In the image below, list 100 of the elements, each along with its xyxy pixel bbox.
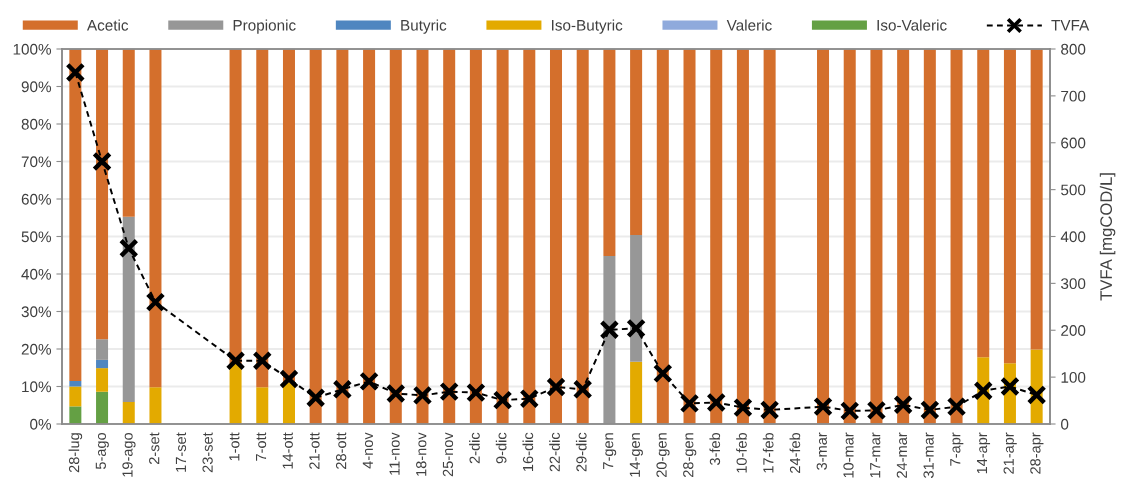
y-tick-label: 70% <box>21 156 52 168</box>
y2-tick-label: 200 <box>1061 325 1086 336</box>
legend-label: Valeric <box>726 19 772 31</box>
x-tick-label: 31-mar <box>923 432 934 478</box>
bar <box>870 49 883 424</box>
point <box>305 387 326 408</box>
x-tick-label: 7-ott <box>256 432 267 461</box>
x-tick-label: 24-feb <box>789 432 801 473</box>
y-tick-label: 60% <box>21 193 52 205</box>
y2-tick-label: 600 <box>1061 137 1086 149</box>
point <box>706 392 727 413</box>
bar <box>603 49 616 256</box>
point <box>412 385 433 406</box>
bar <box>523 49 536 424</box>
point <box>813 396 833 417</box>
point <box>759 400 780 420</box>
x-tick-label: 14-gen <box>629 433 643 477</box>
point <box>1000 376 1020 397</box>
bar <box>843 49 856 424</box>
bar <box>149 387 162 424</box>
bar <box>282 382 295 424</box>
bar <box>443 49 456 424</box>
point <box>466 382 486 403</box>
legend-label: Propionic <box>233 19 296 34</box>
point <box>225 350 246 371</box>
y-tick-label: 40% <box>21 268 52 280</box>
bar <box>336 49 349 424</box>
bar <box>683 49 696 424</box>
bar <box>363 49 376 424</box>
point <box>65 62 86 83</box>
y-tick-label: 20% <box>21 343 52 355</box>
point <box>118 238 139 259</box>
x-tick-label: 11-nov <box>389 432 400 475</box>
x-tick-label: 9-dic <box>495 432 507 464</box>
x-tick-label: 10-feb <box>736 432 747 473</box>
bar <box>977 49 990 358</box>
x-tick-label: 24-mar <box>896 432 908 478</box>
x-tick-label: 17-feb <box>762 432 774 473</box>
bar <box>122 49 135 217</box>
x-tick-label: 17-mar <box>870 432 881 478</box>
x-tick-label: 25-nov <box>442 432 454 477</box>
bar <box>309 49 322 424</box>
x-tick-label: 2-dic <box>469 432 480 464</box>
bar <box>549 49 563 424</box>
y-tick-label: 100% <box>13 43 52 55</box>
point <box>973 380 994 401</box>
x-tick-label: 28-gen <box>683 433 697 477</box>
x-tick-label: 21-ott <box>309 432 320 469</box>
bar <box>122 216 135 402</box>
bar <box>469 49 482 424</box>
legend-label: Iso-Valeric <box>877 19 947 31</box>
bar <box>897 49 910 424</box>
x-tick-label: 18-nov <box>416 432 427 476</box>
x-tick-label: 5-ago <box>95 432 109 470</box>
bar <box>1030 49 1043 350</box>
bar <box>229 364 242 424</box>
y2-axis-title: TVFA [mgCOD/L] <box>1099 173 1116 301</box>
x-tick-label: 22-dic <box>549 432 560 472</box>
bar <box>122 401 135 424</box>
point <box>1026 385 1047 405</box>
y-tick-label: 90% <box>21 81 52 93</box>
point <box>599 319 620 340</box>
point <box>492 390 513 410</box>
x-tick-label: 19-ago <box>122 432 136 477</box>
y-tick-label: 50% <box>21 231 52 243</box>
bar <box>576 49 589 424</box>
x-tick-label: 3-feb <box>709 432 721 466</box>
bar <box>950 49 963 424</box>
point <box>839 401 860 421</box>
bar <box>630 49 643 235</box>
x-tick-label: 14-apr <box>976 432 991 474</box>
x-tick-label: 17-set <box>175 432 187 472</box>
point <box>919 400 940 420</box>
point <box>359 371 379 392</box>
bar <box>256 387 269 424</box>
y-tick-label: 30% <box>21 306 52 318</box>
x-tick-label: 7-gen <box>603 433 617 469</box>
y2-tick-label: 800 <box>1061 43 1086 55</box>
bar <box>710 49 723 424</box>
bar <box>282 49 295 383</box>
point <box>546 377 566 397</box>
point <box>332 379 353 400</box>
y-tick-label: 80% <box>21 118 52 130</box>
bar <box>96 339 109 360</box>
point <box>279 369 299 389</box>
point <box>519 388 540 409</box>
x-tick-label: 14-ott <box>282 432 293 469</box>
x-tick-label: 4-nov <box>362 432 373 469</box>
y2-tick-label: 500 <box>1061 184 1086 196</box>
bar <box>389 49 402 424</box>
x-tick-label: 7-apr <box>950 432 964 466</box>
point <box>866 400 887 421</box>
bar <box>736 49 749 424</box>
bar <box>817 49 830 424</box>
bar <box>96 391 109 424</box>
x-tick-label: 3-mar <box>816 432 827 470</box>
y2-tick-label: 300 <box>1061 278 1086 290</box>
bar <box>923 49 936 424</box>
bar <box>1003 49 1016 364</box>
bar <box>69 406 82 424</box>
